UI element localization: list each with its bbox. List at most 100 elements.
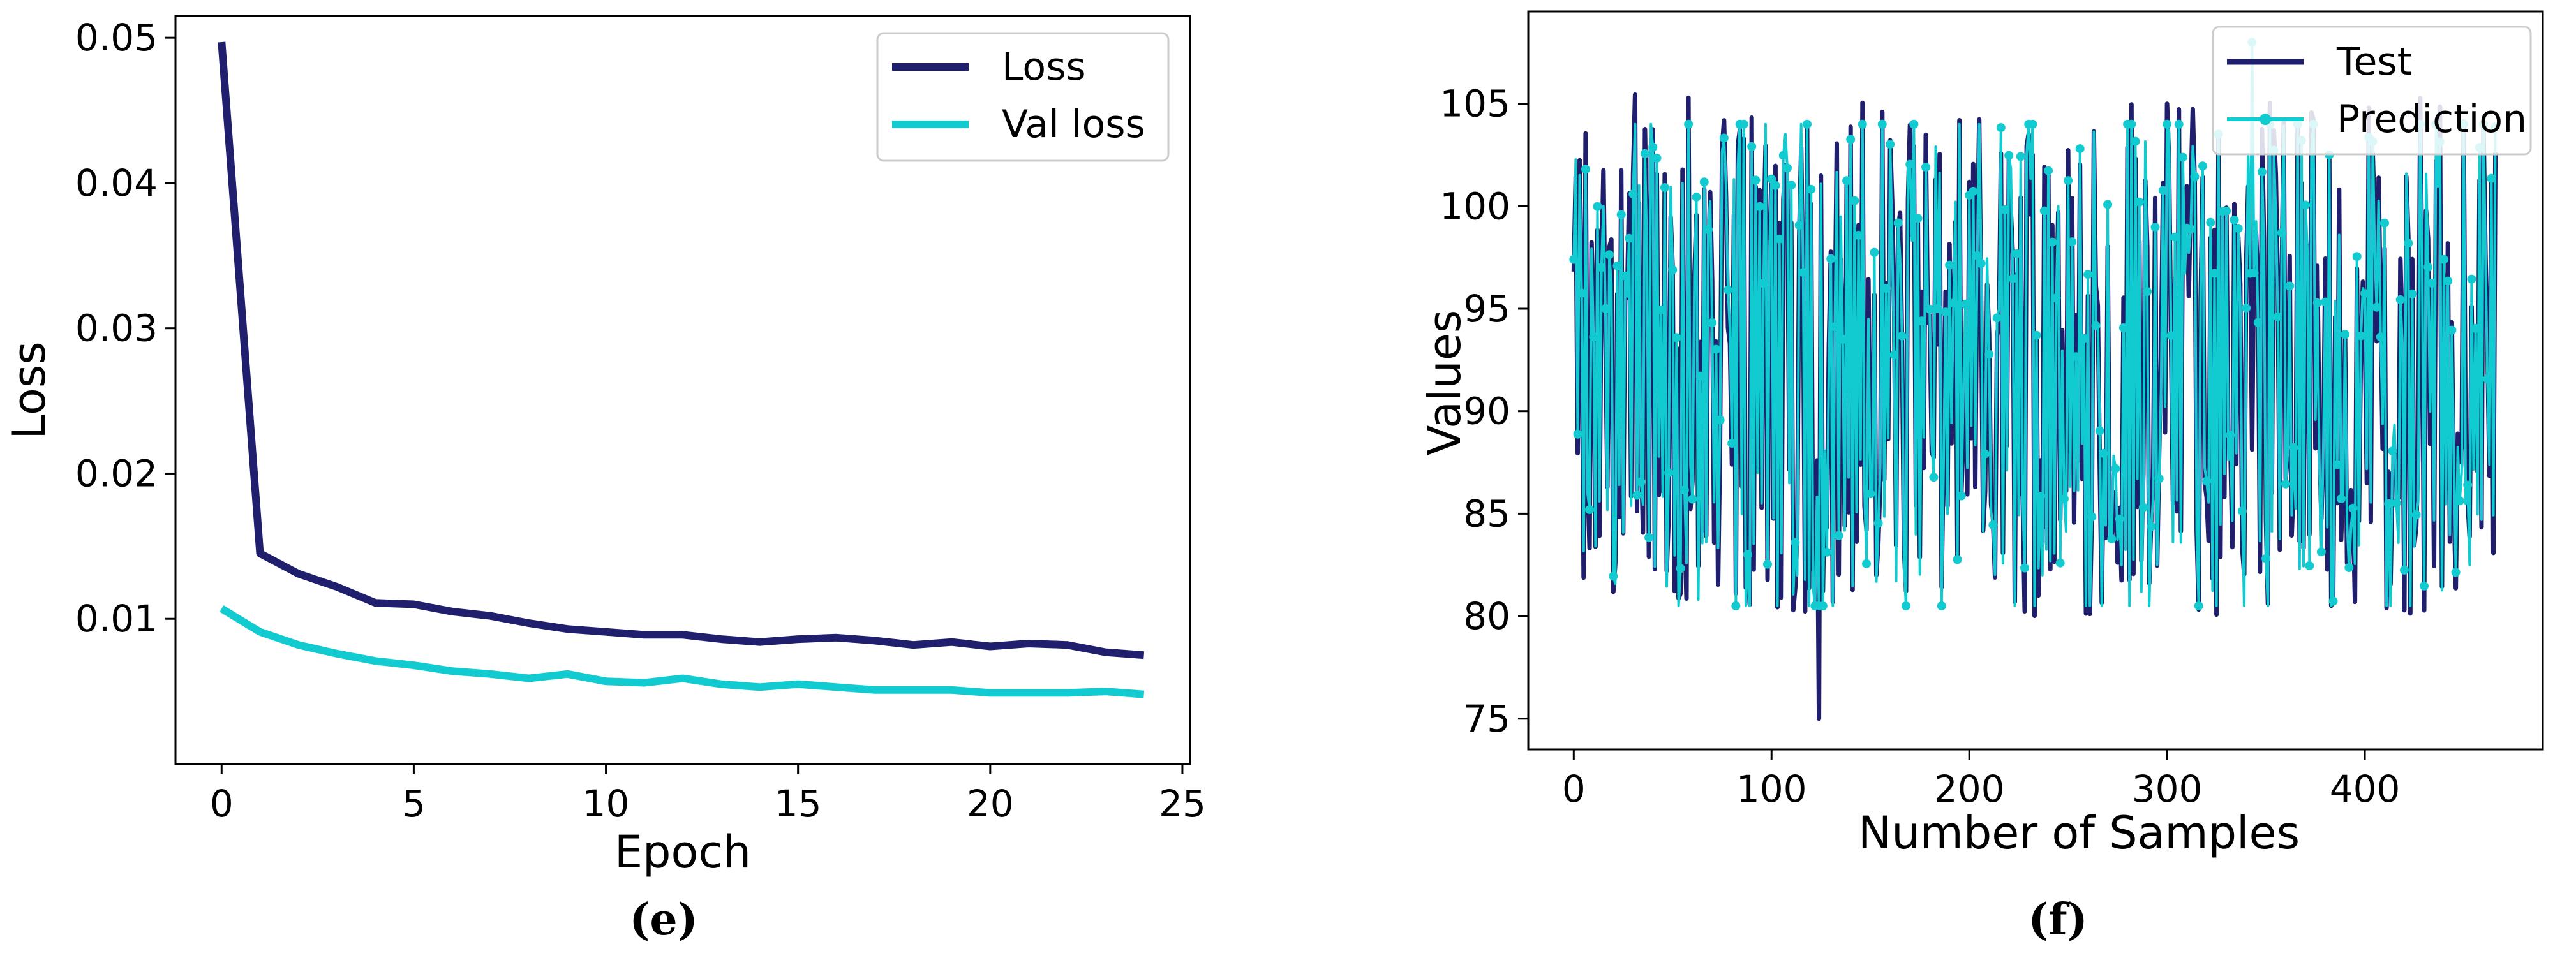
- prediction-point: [2051, 293, 2061, 303]
- prediction-point: [2439, 254, 2448, 264]
- prediction-chart-ticks: 0 100 200 300 400 75 80 85 90 95 100 105: [1440, 82, 2400, 811]
- legend-marker-prediction: [2260, 114, 2271, 125]
- x-tick-label: 25: [1159, 782, 1206, 825]
- prediction-point: [2328, 596, 2338, 606]
- prediction-point: [1866, 489, 1875, 499]
- prediction-point: [1961, 300, 1970, 309]
- prediction-point: [1616, 210, 1626, 219]
- caption-f: (f): [2028, 894, 2088, 945]
- prediction-point: [1972, 251, 1982, 260]
- x-axis-label: Epoch: [614, 826, 751, 878]
- prediction-point: [1644, 533, 1654, 542]
- prediction-point: [1818, 601, 1828, 610]
- prediction-point: [2198, 161, 2207, 171]
- prediction-point: [2427, 279, 2437, 288]
- prediction-point: [2012, 249, 2021, 258]
- prediction-point: [1956, 491, 1966, 501]
- prediction-point: [2032, 330, 2041, 340]
- x-tick-label: 10: [583, 782, 630, 825]
- prediction-point: [2166, 331, 2176, 340]
- prediction-point: [2039, 206, 2049, 216]
- prediction-point: [2348, 503, 2358, 513]
- prediction-point: [1862, 559, 1871, 568]
- prediction-point: [2131, 136, 2140, 146]
- prediction-point: [1882, 284, 1891, 293]
- prediction-point: [2332, 460, 2342, 469]
- prediction-point: [1648, 142, 1658, 152]
- prediction-point: [1612, 261, 1622, 270]
- prediction-point: [1739, 119, 1748, 129]
- x-tick-label: 5: [402, 782, 426, 825]
- prediction-point: [2273, 312, 2282, 321]
- prediction-point: [2321, 297, 2330, 307]
- y-tick-label: 100: [1440, 184, 1510, 228]
- prediction-point: [1838, 335, 1847, 344]
- prediction-point: [1724, 285, 1732, 295]
- prediction-point: [1969, 186, 1978, 196]
- prediction-point: [2059, 494, 2069, 504]
- prediction-point: [2380, 218, 2389, 228]
- loss-chart-ticks: 0 5 10 15 20 25 0.01 0.02 0.03 0.04 0.05: [75, 16, 1206, 825]
- prediction-point: [2376, 332, 2385, 342]
- prediction-point: [1743, 550, 1752, 559]
- prediction-point: [2083, 270, 2093, 279]
- prediction-point: [1684, 119, 1694, 129]
- prediction-point: [2467, 274, 2476, 284]
- prediction-point: [2408, 289, 2417, 298]
- prediction-point: [1798, 268, 1808, 277]
- prediction-point: [1727, 439, 1737, 448]
- x-axis-label: Number of Samples: [1858, 807, 2300, 859]
- prediction-point: [2237, 506, 2247, 516]
- prediction-point: [2344, 563, 2354, 572]
- prediction-point: [2154, 474, 2164, 483]
- prediction-point: [2111, 464, 2120, 473]
- prediction-point: [2388, 446, 2397, 456]
- y-tick-label: 80: [1463, 594, 1510, 638]
- prediction-point: [2206, 217, 2215, 227]
- prediction-point: [1593, 202, 1602, 211]
- prediction-point: [1778, 151, 1788, 160]
- prediction-point: [2115, 514, 2124, 524]
- prediction-point: [2194, 601, 2203, 610]
- prediction-point: [2008, 274, 2018, 283]
- prediction-point: [1925, 304, 1935, 314]
- prediction-point: [1751, 175, 1761, 185]
- prediction-point: [1830, 322, 1840, 332]
- prediction-point: [1747, 142, 1757, 151]
- prediction-point: [1791, 538, 1800, 547]
- prediction-point: [2143, 287, 2152, 297]
- prediction-point: [1636, 477, 1646, 487]
- prediction-point: [2134, 197, 2144, 207]
- prediction-point: [1834, 531, 1843, 540]
- legend-label-val-loss: Val loss: [1002, 102, 1145, 147]
- prediction-point: [1917, 316, 1926, 326]
- prediction-point: [1886, 140, 1895, 149]
- prediction-point: [2163, 119, 2172, 129]
- prediction-point: [1945, 260, 1954, 270]
- prediction-point: [1628, 189, 1638, 199]
- prediction-point: [1695, 371, 1705, 381]
- prediction-point: [2226, 431, 2235, 440]
- y-tick-label: 75: [1463, 697, 1510, 741]
- prediction-point: [1600, 304, 1610, 313]
- prediction-point: [1771, 181, 1780, 190]
- prediction-point: [2230, 215, 2239, 225]
- loss-chart-legend: Loss Val loss: [876, 32, 1170, 162]
- prediction-point: [2242, 303, 2251, 313]
- prediction-point: [2289, 443, 2298, 452]
- x-tick-label: 15: [775, 782, 822, 825]
- y-tick-label: 85: [1463, 492, 1510, 535]
- prediction-point: [2277, 228, 2286, 237]
- prediction-point: [1668, 265, 1678, 274]
- prediction-point: [2392, 498, 2401, 508]
- prediction-point: [2064, 176, 2073, 186]
- prediction-point: [2312, 298, 2322, 307]
- prediction-point: [1573, 429, 1582, 439]
- prediction-point: [1767, 174, 1776, 184]
- prediction-point: [1949, 298, 1958, 308]
- prediction-point: [2281, 479, 2291, 489]
- prediction-point: [1988, 520, 1998, 530]
- prediction-point: [2352, 252, 2362, 262]
- prediction-point: [1902, 601, 1910, 610]
